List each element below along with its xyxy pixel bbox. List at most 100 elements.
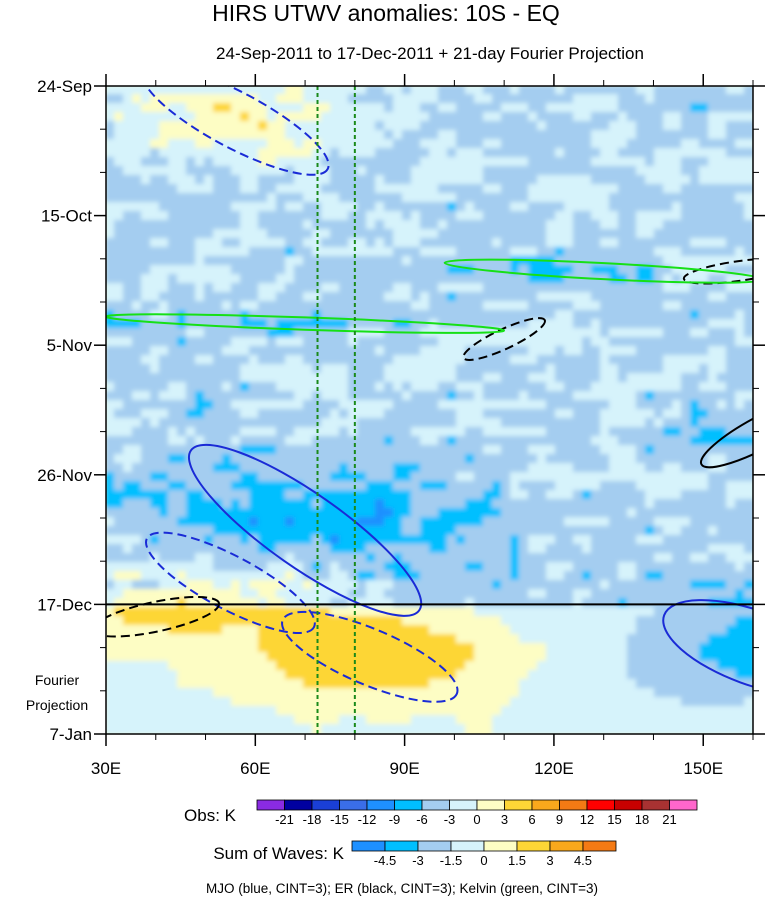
field-cell bbox=[429, 373, 440, 384]
field-cell bbox=[375, 319, 386, 330]
field-cell bbox=[222, 247, 233, 258]
field-cell bbox=[258, 382, 269, 393]
field-cell bbox=[429, 652, 440, 663]
field-cell bbox=[357, 319, 368, 330]
field-cell bbox=[186, 571, 197, 582]
field-cell bbox=[168, 625, 179, 636]
field-cell bbox=[591, 346, 602, 357]
field-cell bbox=[672, 94, 683, 105]
field-cell bbox=[339, 616, 350, 627]
field-cell bbox=[276, 652, 287, 663]
field-cell bbox=[384, 679, 395, 690]
field-cell bbox=[276, 364, 287, 375]
field-cell bbox=[321, 670, 332, 681]
field-cell bbox=[366, 328, 377, 339]
field-cell bbox=[276, 580, 287, 591]
field-cell bbox=[159, 697, 170, 708]
field-cell bbox=[465, 526, 476, 537]
field-cell bbox=[618, 436, 629, 447]
field-cell bbox=[321, 202, 332, 213]
field-cell bbox=[645, 634, 656, 645]
field-cell bbox=[420, 454, 431, 465]
field-cell bbox=[438, 166, 449, 177]
field-cell bbox=[186, 418, 197, 429]
field-cell bbox=[150, 535, 161, 546]
field-cell bbox=[573, 436, 584, 447]
field-cell bbox=[537, 679, 548, 690]
field-cell bbox=[609, 346, 620, 357]
field-cell bbox=[609, 607, 620, 618]
field-cell bbox=[636, 319, 647, 330]
field-cell bbox=[501, 148, 512, 159]
field-cell bbox=[438, 625, 449, 636]
field-cell bbox=[726, 247, 737, 258]
field-cell bbox=[204, 472, 215, 483]
field-cell bbox=[330, 382, 341, 393]
field-cell bbox=[663, 526, 674, 537]
field-cell bbox=[735, 211, 746, 222]
field-cell bbox=[420, 373, 431, 384]
field-cell bbox=[663, 364, 674, 375]
field-cell bbox=[627, 463, 638, 474]
field-cell bbox=[447, 265, 458, 276]
field-cell bbox=[384, 400, 395, 411]
field-cell bbox=[681, 103, 692, 114]
field-cell bbox=[123, 526, 134, 537]
field-cell bbox=[186, 580, 197, 591]
field-cell bbox=[411, 589, 422, 600]
field-cell bbox=[186, 256, 197, 267]
field-cell bbox=[411, 355, 422, 366]
field-cell bbox=[654, 364, 665, 375]
field-cell bbox=[609, 283, 620, 294]
field-cell bbox=[393, 112, 404, 123]
field-cell bbox=[393, 373, 404, 384]
field-cell bbox=[420, 337, 431, 348]
field-cell bbox=[501, 256, 512, 267]
field-cell bbox=[438, 86, 449, 96]
field-cell bbox=[699, 292, 710, 303]
field-cell bbox=[519, 571, 530, 582]
field-cell bbox=[510, 103, 521, 114]
field-cell bbox=[609, 247, 620, 258]
field-cell bbox=[132, 436, 143, 447]
field-cell bbox=[249, 184, 260, 195]
field-cell bbox=[564, 130, 575, 141]
field-cell bbox=[555, 310, 566, 321]
field-cell bbox=[438, 418, 449, 429]
field-cell bbox=[474, 121, 485, 132]
field-cell bbox=[240, 697, 251, 708]
field-cell bbox=[501, 490, 512, 501]
field-cell bbox=[699, 130, 710, 141]
field-cell bbox=[231, 472, 242, 483]
field-cell bbox=[456, 292, 467, 303]
field-cell bbox=[438, 292, 449, 303]
field-cell bbox=[708, 337, 719, 348]
field-cell bbox=[528, 508, 539, 519]
field-cell bbox=[231, 211, 242, 222]
field-cell bbox=[366, 202, 377, 213]
field-cell bbox=[366, 103, 377, 114]
field-cell bbox=[582, 346, 593, 357]
field-cell bbox=[726, 409, 737, 420]
field-cell bbox=[483, 391, 494, 402]
field-cell bbox=[519, 319, 530, 330]
field-cell bbox=[114, 121, 125, 132]
field-cell bbox=[627, 607, 638, 618]
field-cell bbox=[249, 166, 260, 177]
field-cell bbox=[609, 535, 620, 546]
field-cell bbox=[681, 463, 692, 474]
field-cell bbox=[483, 310, 494, 321]
field-cell bbox=[528, 517, 539, 528]
field-cell bbox=[447, 418, 458, 429]
field-cell bbox=[411, 625, 422, 636]
field-cell bbox=[384, 220, 395, 231]
field-cell bbox=[123, 553, 134, 564]
field-cell bbox=[555, 616, 566, 627]
field-cell bbox=[240, 265, 251, 276]
field-cell bbox=[663, 670, 674, 681]
field-cell bbox=[402, 427, 413, 438]
field-cell bbox=[672, 490, 683, 501]
field-cell bbox=[321, 121, 332, 132]
field-cell bbox=[294, 400, 305, 411]
field-cell bbox=[726, 337, 737, 348]
